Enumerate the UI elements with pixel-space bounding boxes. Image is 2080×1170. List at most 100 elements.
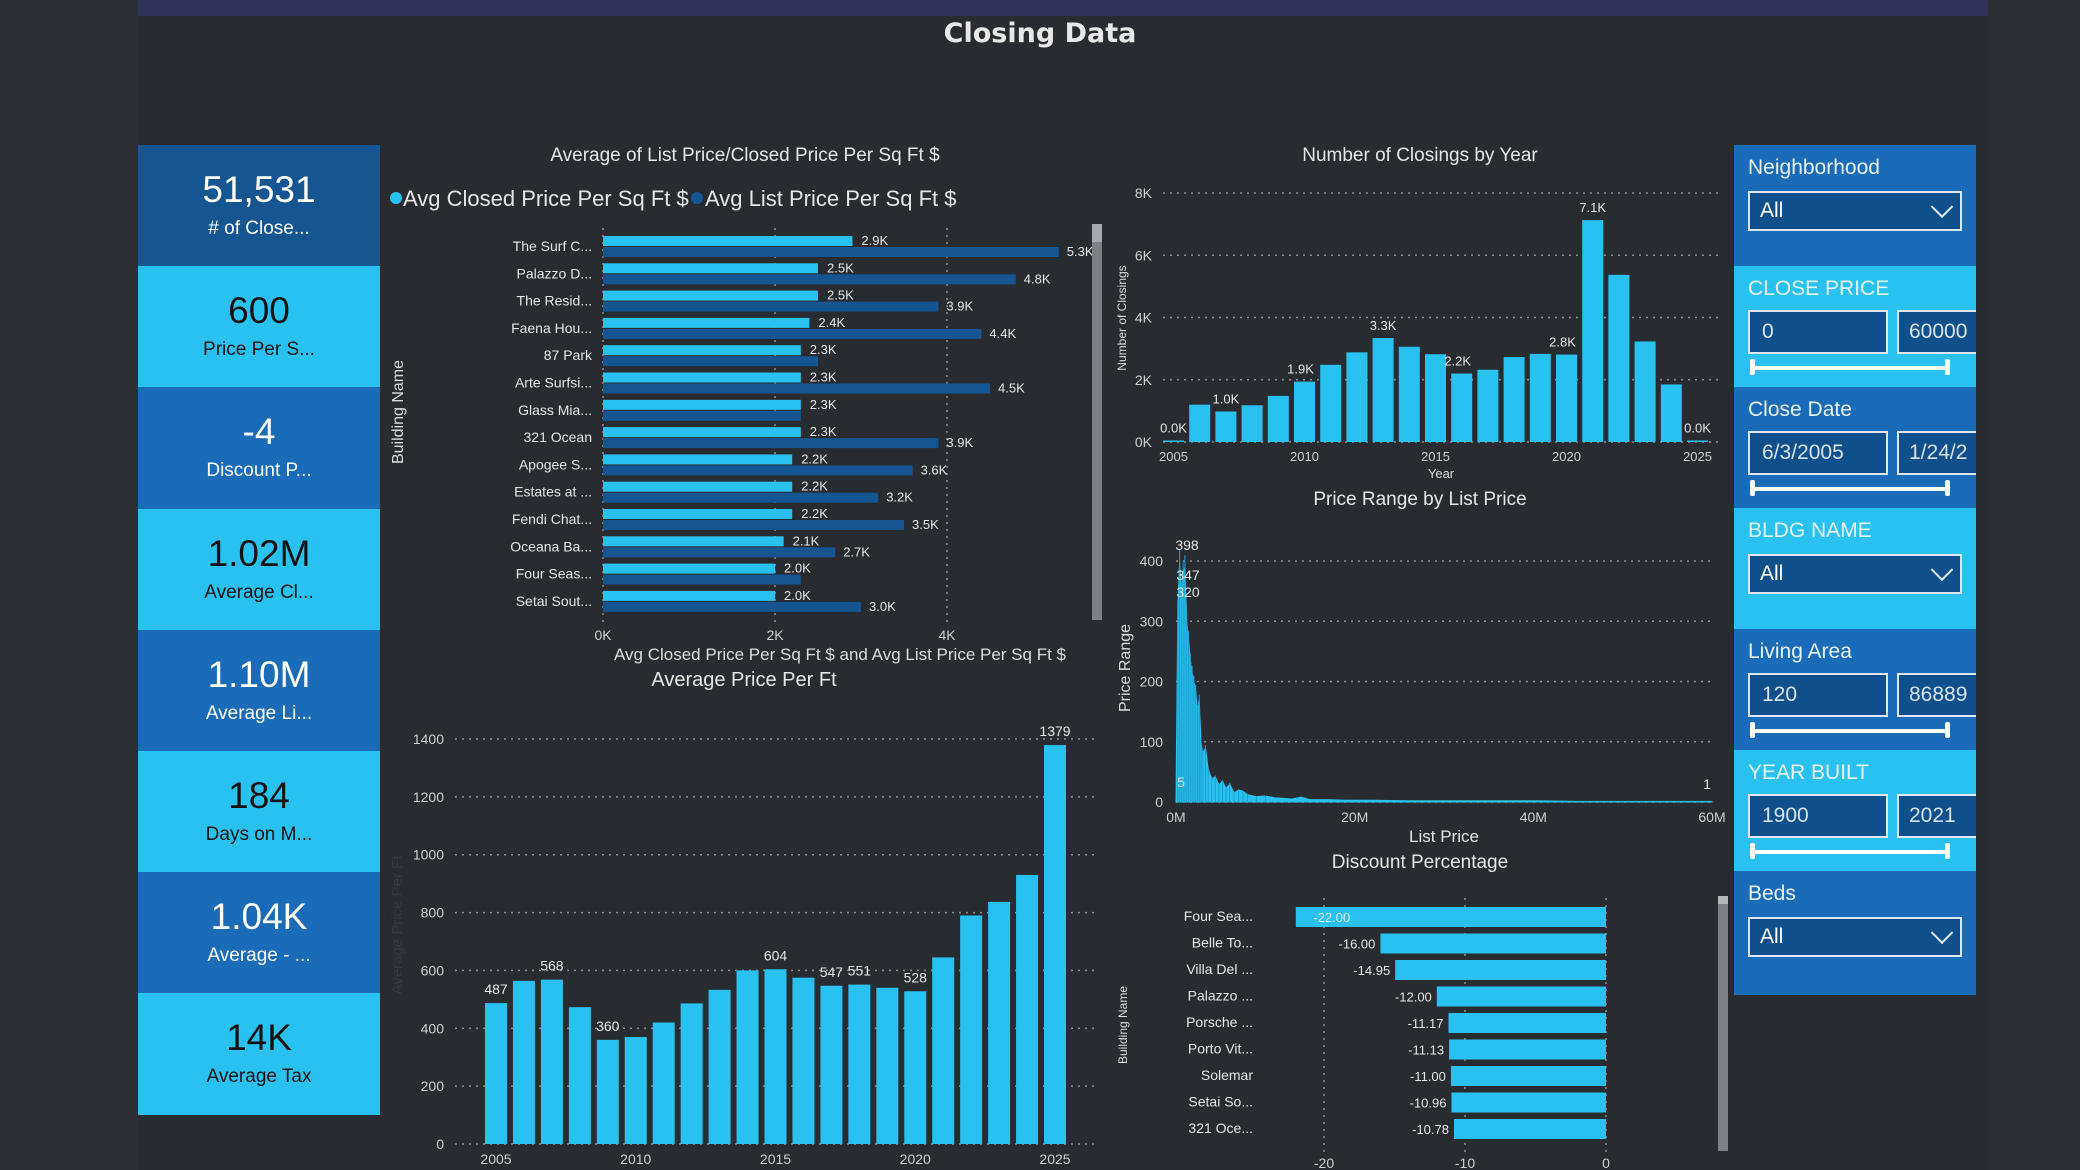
slider-handle-min[interactable] [1750, 843, 1755, 859]
dropdown-value: All [1760, 925, 1784, 948]
slider-track [1752, 487, 1948, 491]
bar-list [603, 410, 801, 421]
chart-title: Average Price Per Ft [651, 669, 837, 691]
slider-handle-min[interactable] [1750, 359, 1755, 375]
kpi-card-price-per-sqft[interactable]: 600 Price Per S... [138, 266, 380, 388]
category-label: Four Sea... [1184, 908, 1253, 924]
y-tick-label: 1000 [413, 847, 444, 863]
bar [624, 1036, 647, 1144]
scrollbar-thumb[interactable] [1092, 224, 1102, 242]
year-built-max-input[interactable]: 2021 [1897, 794, 1976, 838]
bar [1189, 404, 1211, 442]
data-label: 7.1K [1579, 200, 1606, 215]
bar-list [603, 547, 836, 558]
bar [1660, 384, 1682, 442]
year-built-min-input[interactable]: 1900 [1748, 794, 1888, 838]
bar [1016, 874, 1039, 1144]
data-label-closed: 2.3K [810, 397, 837, 412]
data-label-closed: 2.2K [801, 451, 828, 466]
data-label-list: 3.6K [921, 462, 948, 477]
close-price-max-input[interactable]: 60000 [1897, 310, 1976, 354]
y-tick-label: 100 [1140, 734, 1164, 750]
bar [596, 1039, 619, 1144]
beds-dropdown[interactable]: All [1748, 917, 1962, 957]
living-area-max-input[interactable]: 86889 [1897, 673, 1976, 717]
slider-handle-max[interactable] [1945, 359, 1950, 375]
category-label: Oceana Ba... [510, 538, 592, 554]
chart-title: Discount Percentage [1332, 852, 1508, 873]
data-label: 1.9K [1287, 362, 1314, 377]
x-tick-label: -20 [1314, 1155, 1334, 1170]
y-tick-label: 600 [421, 962, 445, 978]
bar-closed [603, 454, 793, 465]
bldg-name-dropdown[interactable]: All [1748, 554, 1962, 594]
kpi-card-avg-tax[interactable]: 14K Average Tax [138, 993, 380, 1115]
data-label: 0.0K [1684, 421, 1711, 436]
x-axis-title: List Price [1409, 827, 1479, 846]
data-label: 1.0K [1213, 391, 1240, 406]
kpi-card-average[interactable]: 1.04K Average - ... [138, 872, 380, 994]
slicer-title: YEAR BUILT [1748, 761, 1869, 784]
data-label: 568 [540, 958, 564, 974]
data-label-closed: 2.2K [801, 479, 828, 494]
neighborhood-dropdown[interactable]: All [1748, 191, 1962, 231]
x-tick-label: 2020 [1552, 449, 1581, 464]
chart-title: Price Range by List Price [1313, 489, 1526, 510]
kpi-card-days-on-market[interactable]: 184 Days on M... [138, 750, 380, 873]
bar [1294, 381, 1315, 442]
kpi-card-discount[interactable]: -4 Discount P... [138, 387, 380, 509]
bar-list [603, 383, 990, 394]
data-label: -11.17 [1408, 1016, 1444, 1031]
bar-list [603, 247, 1059, 257]
y-axis-title: Price Range [1117, 624, 1134, 712]
kpi-label: Days on M... [205, 824, 313, 846]
kpi-card-avg-list[interactable]: 1.10M Average Li... [138, 629, 380, 751]
kpi-value: 184 [228, 775, 290, 817]
data-label-list: 2.7K [843, 544, 870, 559]
slider-handle-min[interactable] [1750, 480, 1755, 496]
data-label-closed: 2.2K [801, 506, 828, 521]
bar [1398, 346, 1420, 442]
close-date-start-input[interactable]: 6/3/2005 [1748, 431, 1888, 475]
slider-handle-max[interactable] [1945, 843, 1950, 859]
close-price-min-input[interactable]: 0 [1748, 310, 1888, 354]
kpi-label: Price Per S... [203, 339, 315, 361]
data-label: 0.0K [1160, 421, 1187, 436]
slicer-title: Beds [1748, 882, 1796, 905]
slider-handle-max[interactable] [1945, 722, 1950, 738]
bar [792, 977, 815, 1144]
chevron-down-icon [1930, 558, 1954, 582]
living-area-slider[interactable] [1748, 719, 1962, 741]
data-label: -16.00 [1339, 937, 1376, 952]
kpi-card-closings[interactable]: 51,531 # of Close... [138, 145, 380, 267]
close-date-slider[interactable] [1748, 477, 1962, 499]
bar [1346, 352, 1368, 442]
bar-closed [603, 399, 801, 410]
bar [1454, 1119, 1606, 1139]
category-label: Glass Mia... [518, 402, 592, 418]
close-date-end-input[interactable]: 1/24/2 [1897, 431, 1976, 475]
data-label: 2.2K [1444, 354, 1471, 369]
living-area-min-input[interactable]: 120 [1748, 673, 1888, 717]
year-built-slider[interactable] [1748, 840, 1962, 862]
legend-marker-list [691, 192, 703, 204]
bar [708, 989, 731, 1144]
x-tick-label: 0M [1166, 809, 1185, 825]
slider-handle-min[interactable] [1750, 722, 1755, 738]
kpi-card-avg-close[interactable]: 1.02M Average Cl... [138, 508, 380, 630]
kpi-label: Average Tax [206, 1066, 312, 1088]
x-tick-label: 20M [1341, 809, 1368, 825]
bar-list [603, 356, 818, 367]
bar [1267, 395, 1289, 442]
x-tick-label: -10 [1455, 1155, 1475, 1170]
bar [1436, 986, 1606, 1007]
close-price-slider[interactable] [1748, 356, 1962, 378]
top-banner [138, 0, 1988, 16]
category-label: Palazzo ... [1188, 988, 1253, 1004]
bar [1380, 933, 1606, 954]
scrollbar-thumb[interactable] [1718, 896, 1728, 904]
x-axis-title: Avg Closed Price Per Sq Ft $ and Avg Lis… [614, 645, 1067, 664]
slicer-title: CLOSE PRICE [1748, 277, 1890, 300]
chart-title: Number of Closings by Year [1302, 145, 1538, 166]
slider-handle-max[interactable] [1945, 480, 1950, 496]
